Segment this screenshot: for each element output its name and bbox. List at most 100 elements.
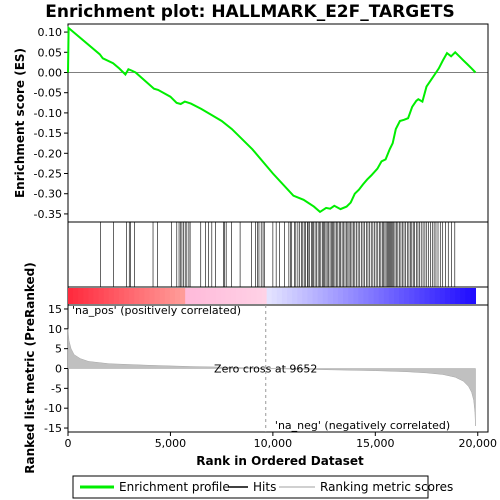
- gradient-cell: [388, 288, 395, 304]
- gradient-cell: [200, 288, 207, 304]
- gradient-cell: [353, 288, 359, 304]
- gradient-cell: [358, 288, 364, 304]
- metric-y-tick-label: -10: [44, 402, 62, 415]
- gradient-cell: [210, 288, 217, 304]
- gradient-cell: [439, 288, 446, 304]
- gradient-cell: [414, 288, 420, 304]
- gradient-cell: [68, 288, 74, 304]
- legend-box: [72, 475, 429, 499]
- gradient-cell: [383, 288, 390, 304]
- gradient-cell: [378, 288, 385, 304]
- gradient-cell: [215, 288, 222, 304]
- gradient-cell: [450, 288, 456, 304]
- x-tick-label: 5,000: [155, 437, 187, 450]
- gradient-cell: [465, 288, 471, 304]
- gradient-cell: [424, 288, 431, 304]
- gradient-cell: [332, 288, 339, 304]
- gradient-cell: [348, 288, 354, 304]
- gradient-cell: [394, 288, 400, 304]
- x-axis-label: Rank in Ordered Dataset: [196, 454, 364, 468]
- gradient-cell: [205, 288, 212, 304]
- gradient-cell: [363, 288, 370, 304]
- gradient-cell: [93, 288, 100, 304]
- gradient-cell: [190, 288, 196, 304]
- metric-y-tick-label: 10: [48, 323, 62, 336]
- gradient-cell: [444, 288, 451, 304]
- gradient-cell: [149, 288, 156, 304]
- x-tick-label: 10,000: [254, 437, 293, 450]
- gradient-cell: [108, 288, 115, 304]
- gradient-cell: [225, 288, 232, 304]
- gradient-cell: [134, 288, 140, 304]
- metric-y-tick-label: -5: [51, 382, 62, 395]
- gradient-cell: [261, 288, 268, 304]
- gradient-cell: [154, 288, 161, 304]
- gradient-cell: [129, 288, 135, 304]
- gradient-cell: [164, 288, 171, 304]
- es-plot-area: [67, 23, 489, 223]
- es-y-tick-label: 0.05: [38, 46, 63, 59]
- gradient-cell: [312, 288, 319, 304]
- gradient-cell: [246, 288, 252, 304]
- gradient-cell: [83, 288, 89, 304]
- gradient-cell: [292, 288, 298, 304]
- es-y-tick-label: -0.25: [34, 168, 62, 181]
- gradient-cell: [419, 288, 426, 304]
- x-tick-label: 0: [65, 437, 72, 450]
- gradient-cell: [73, 288, 79, 304]
- negative-correlation-label: 'na_neg' (negatively correlated): [275, 419, 450, 432]
- enrichment-profile-line: [67, 25, 477, 214]
- gradient-cell: [470, 288, 477, 304]
- gradient-cell: [236, 288, 242, 304]
- gradient-cell: [180, 288, 186, 304]
- gradient-cell: [169, 288, 176, 304]
- gradient-cell: [185, 288, 191, 304]
- gradient-cell: [429, 288, 436, 304]
- gradient-cell: [281, 288, 288, 304]
- gradient-cell: [113, 288, 120, 304]
- gradient-cell: [327, 288, 334, 304]
- es-y-tick-label: 0.10: [38, 26, 63, 39]
- es-y-axis-label: Enrichment score (ES): [13, 48, 27, 198]
- es-panel: 0.10 0.05 0.00 -0.05 -0.10 -0.15 -0.20 -0.25 -0.…: [13, 23, 489, 223]
- gradient-cell: [297, 288, 303, 304]
- gradient-cell: [337, 288, 344, 304]
- es-y-tick-label: -0.35: [34, 208, 62, 221]
- es-y-tick-label: 0.00: [38, 66, 63, 79]
- gradient-cell: [139, 288, 145, 304]
- gradient-cell: [195, 288, 201, 304]
- gradient-cell: [434, 288, 441, 304]
- metric-y-tick-label: 0: [55, 363, 62, 376]
- gradient-cell: [251, 288, 257, 304]
- gradient-cell: [231, 288, 237, 304]
- gradient-cell: [307, 288, 314, 304]
- gradient-cell: [98, 288, 105, 304]
- gradient-cell: [302, 288, 308, 304]
- gradient-cell: [78, 288, 84, 304]
- hits-panel: [67, 221, 489, 288]
- es-y-tick-label: -0.05: [34, 87, 62, 100]
- gradient-cell: [256, 288, 263, 304]
- gradient-cell: [144, 288, 151, 304]
- metric-y-tick-label: -15: [44, 422, 62, 435]
- gradient-cell: [271, 288, 278, 304]
- es-y-tick-label: -0.10: [34, 107, 62, 120]
- gradient-cell: [220, 288, 227, 304]
- es-y-tick-label: -0.20: [34, 147, 62, 160]
- gradient-cell: [460, 288, 466, 304]
- gradient-cell: [455, 288, 461, 304]
- zero-cross-label: Zero cross at 9652: [214, 363, 317, 376]
- gradient-cell: [368, 288, 375, 304]
- gradient-cell: [266, 288, 273, 304]
- metric-y-tick-label: 15: [48, 303, 62, 316]
- gradient-cell: [343, 288, 349, 304]
- x-tick-label: 15,000: [356, 437, 395, 450]
- gradient-cell: [124, 288, 130, 304]
- es-y-tick-label: -0.15: [34, 127, 62, 140]
- gradient-cell: [399, 288, 405, 304]
- gradient-cell: [241, 288, 247, 304]
- x-tick-label: 20,000: [459, 437, 498, 450]
- chart-title: Enrichment plot: HALLMARK_E2F_TARGETS: [45, 2, 454, 22]
- gradient-cell: [103, 288, 110, 304]
